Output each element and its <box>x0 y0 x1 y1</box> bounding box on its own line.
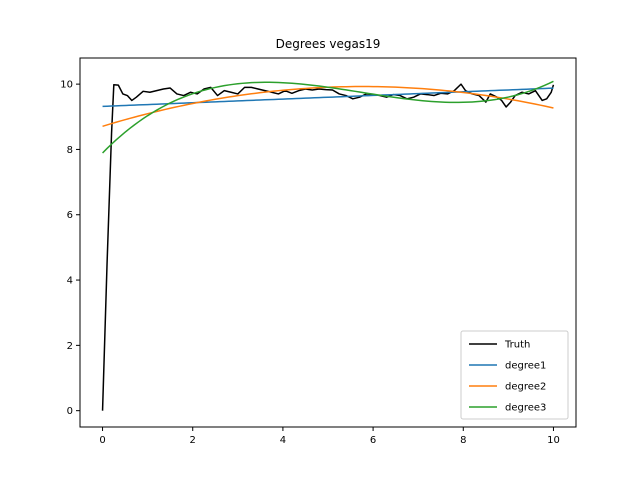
y-tick-label: 4 <box>67 276 73 287</box>
y-tick-label: 6 <box>67 210 73 221</box>
y-tick-label: 8 <box>67 145 73 156</box>
x-tick-label: 2 <box>190 435 196 446</box>
x-tick-label: 0 <box>99 435 105 446</box>
legend-label-degree2: degree2 <box>505 382 546 393</box>
x-tick-label: 10 <box>547 435 560 446</box>
series-line-degree1 <box>102 87 554 108</box>
y-tick-label: 10 <box>60 80 73 91</box>
y-tick-label: 0 <box>67 406 73 417</box>
plot-area <box>101 80 555 411</box>
axes: 0 2 4 6 8 10 0 2 4 6 8 10 <box>60 57 577 446</box>
x-tick-label: 6 <box>370 435 376 446</box>
x-tick-label: 4 <box>280 435 286 446</box>
legend-label-truth: Truth <box>504 340 530 351</box>
legend: Truth degree1 degree2 degree3 <box>460 330 569 420</box>
legend-label-degree1: degree1 <box>505 361 546 372</box>
x-tick-label: 8 <box>460 435 466 446</box>
series-line-degree3 <box>102 80 554 154</box>
series-line-degree2 <box>102 85 554 128</box>
legend-box <box>460 330 569 420</box>
chart-title: Degrees vegas19 <box>276 37 381 51</box>
axes-frame <box>79 57 577 428</box>
legend-label-degree3: degree3 <box>505 403 546 414</box>
series-line-truth <box>101 83 555 411</box>
y-tick-label: 2 <box>67 341 73 352</box>
